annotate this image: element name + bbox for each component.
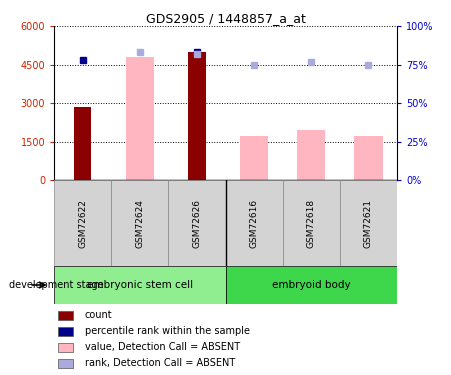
Bar xyxy=(58,311,73,320)
Text: GSM72626: GSM72626 xyxy=(193,199,202,248)
Text: count: count xyxy=(85,310,112,321)
Title: GDS2905 / 1448857_a_at: GDS2905 / 1448857_a_at xyxy=(146,12,305,25)
Bar xyxy=(54,266,226,304)
Bar xyxy=(111,180,168,266)
Text: GSM72618: GSM72618 xyxy=(307,199,316,248)
Bar xyxy=(58,343,73,352)
Text: rank, Detection Call = ABSENT: rank, Detection Call = ABSENT xyxy=(85,358,235,368)
Bar xyxy=(58,327,73,336)
Bar xyxy=(54,180,111,266)
Text: value, Detection Call = ABSENT: value, Detection Call = ABSENT xyxy=(85,342,240,352)
Text: GSM72624: GSM72624 xyxy=(135,199,144,248)
Bar xyxy=(354,136,382,180)
Bar xyxy=(125,57,154,180)
Text: development stage: development stage xyxy=(9,280,104,290)
Text: GSM72616: GSM72616 xyxy=(249,199,258,248)
Bar xyxy=(168,180,226,266)
Bar xyxy=(189,52,206,180)
Bar xyxy=(74,107,91,180)
Text: percentile rank within the sample: percentile rank within the sample xyxy=(85,326,250,336)
Text: GSM72622: GSM72622 xyxy=(78,199,87,248)
Bar xyxy=(283,180,340,266)
Bar xyxy=(58,359,73,368)
Bar xyxy=(297,130,326,180)
Bar xyxy=(340,180,397,266)
Text: GSM72621: GSM72621 xyxy=(364,199,373,248)
Text: embryonic stem cell: embryonic stem cell xyxy=(87,280,193,290)
Bar xyxy=(226,180,283,266)
Bar xyxy=(240,136,268,180)
Text: embryoid body: embryoid body xyxy=(272,280,350,290)
Bar xyxy=(226,266,397,304)
